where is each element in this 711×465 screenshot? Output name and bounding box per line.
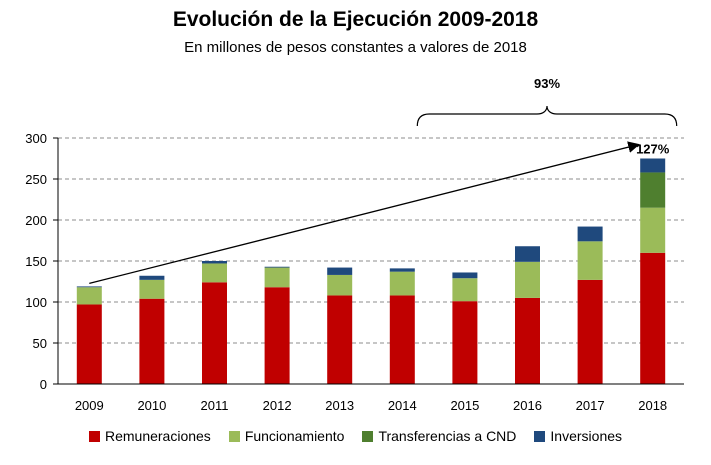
bar-funcionamiento-2010 [139,279,165,299]
legend-item: Funcionamiento [228,428,345,444]
legend-swatch [362,430,374,442]
y-tick-label: 300 [25,131,47,146]
growth-arrow-label: 127% [636,142,670,157]
bar-funcionamiento-2018 [640,207,666,253]
y-tick-label: 250 [25,172,47,187]
bar-funcionamiento-2014 [389,271,415,296]
bar-inversiones-2009 [76,286,102,288]
bar-funcionamiento-2009 [76,287,102,305]
x-tick-label: 2011 [201,398,229,413]
legend-item: Inversiones [534,428,622,444]
x-tick-label: 2015 [450,398,479,413]
bar-inversiones-2010 [139,275,165,280]
x-tick-label: 2012 [263,398,292,413]
bar-remuneraciones-2012 [264,287,290,384]
x-tick-label: 2018 [638,398,667,413]
y-tick-label: 200 [25,213,47,228]
bar-remuneraciones-2011 [202,282,227,384]
legend-label: Funcionamiento [244,428,345,444]
bar-funcionamiento-2015 [452,278,478,302]
legend-label: Inversiones [550,428,623,444]
growth-bracket [416,105,678,127]
bar-funcionamiento-2017 [577,241,603,280]
legend-item: Remuneraciones [88,428,211,444]
legend-swatch [228,430,240,442]
bar-inversiones-2012 [264,266,290,268]
legend-item: Transferencias a CND [362,428,516,444]
legend-swatch [88,430,100,442]
y-tick-label: 100 [25,295,47,310]
bar-inversiones-2013 [327,267,353,275]
bar-inversiones-2011 [202,261,227,264]
bar-remuneraciones-2015 [452,301,478,384]
bar-remuneraciones-2016 [515,297,540,384]
bar-remuneraciones-2014 [389,295,415,384]
x-tick-label: 2010 [137,398,166,413]
legend-label: Transferencias a CND [378,428,517,444]
bar-remuneraciones-2010 [139,298,165,384]
bar-remuneraciones-2018 [640,252,666,384]
bar-inversiones-2016 [515,246,540,262]
growth-bracket-label: 93% [534,76,560,91]
bar-inversiones-2015 [452,272,478,279]
growth-arrow [89,141,640,285]
bar-inversiones-2014 [389,268,415,272]
bar-transferencias-a-cnd-2018 [640,172,666,208]
bar-remuneraciones-2017 [577,279,603,384]
chart-title: Evolución de la Ejecución 2009-2018 [172,8,539,31]
x-tick-label: 2016 [513,398,542,413]
chart-subtitle: En millones de pesos constantes a valore… [184,39,527,56]
bar-remuneraciones-2013 [327,295,353,384]
bar-funcionamiento-2013 [327,274,353,296]
legend: Remuneraciones Funcionamiento Transferenci… [0,428,711,444]
y-tick-label: 50 [33,336,47,351]
legend-swatch [534,430,546,442]
y-tick-label: 0 [40,377,47,392]
y-tick-label: 150 [25,254,47,269]
x-tick-label: 2014 [388,398,417,413]
bar-funcionamiento-2016 [515,261,540,298]
legend-label: Remuneraciones [104,428,211,444]
x-tick-label: 2013 [325,398,354,413]
bar-funcionamiento-2011 [202,263,227,283]
bar-remuneraciones-2009 [76,304,102,384]
bar-inversiones-2017 [577,226,603,242]
x-tick-label: 2017 [576,398,605,413]
x-tick-label: 2009 [75,398,104,413]
bar-inversiones-2018 [640,158,666,173]
bar-funcionamiento-2012 [264,267,290,288]
